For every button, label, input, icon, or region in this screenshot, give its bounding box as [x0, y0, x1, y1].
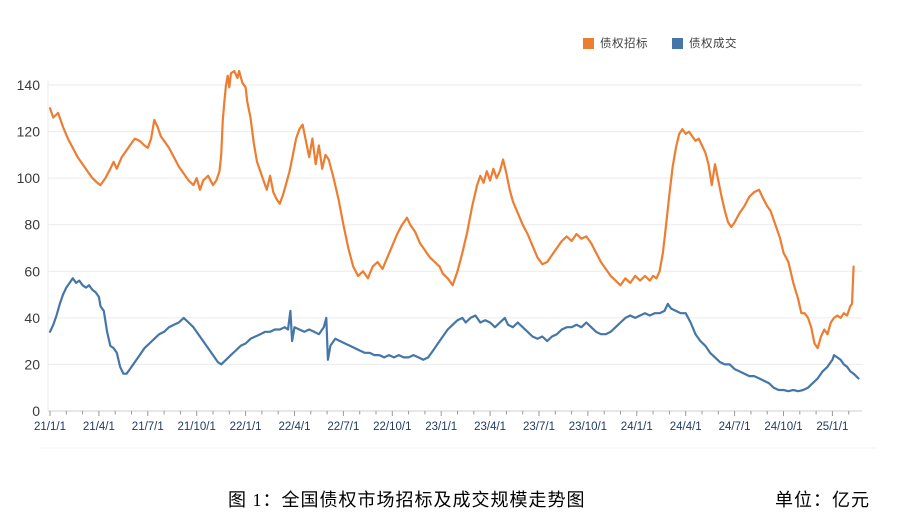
- legend-item-bidding: 债权招标: [583, 35, 648, 51]
- y-axis-label: 120: [17, 124, 41, 140]
- unit-label: 单位：亿元: [775, 490, 870, 510]
- x-axis-label: 23/10/1: [569, 421, 607, 433]
- bidding-swatch-icon: [583, 37, 594, 49]
- x-axis-label: 23/4/1: [474, 421, 506, 433]
- y-axis-label: 40: [24, 310, 40, 326]
- x-axis-label: 24/7/1: [719, 421, 751, 433]
- caption-row: 图 1：全国债权市场招标及成交规模走势图 单位：亿元: [0, 486, 900, 512]
- chart-legend: 债权招标 债权成交: [583, 35, 737, 51]
- legend-item-deal: 债权成交: [672, 35, 737, 51]
- x-axis-label: 22/4/1: [279, 421, 311, 433]
- x-axis-label: 25/1/1: [816, 421, 848, 433]
- bidding-series-line: [48, 69, 855, 350]
- legend-label-deal: 债权成交: [689, 38, 737, 50]
- x-axis-label: 22/10/1: [373, 421, 411, 433]
- x-axis-label: 22/7/1: [327, 421, 359, 433]
- x-axis-label: 21/10/1: [178, 421, 216, 433]
- y-axis-label: 60: [24, 263, 40, 279]
- y-axis-label: 80: [24, 217, 40, 233]
- x-axis-label: 21/4/1: [83, 421, 115, 433]
- y-axis-label: 140: [17, 77, 41, 93]
- y-axis-label: 0: [32, 403, 40, 419]
- line-chart-canvas: 0 20 40 60 80 100 120 140 21/1/1 21/4/1 21/7/1 21/1…: [17, 69, 876, 449]
- deal-swatch-icon: [672, 37, 683, 49]
- x-axis-label: 23/7/1: [523, 421, 555, 433]
- x-axis-label: 22/1/1: [230, 421, 262, 433]
- x-axis-label: 24/1/1: [621, 421, 653, 433]
- y-axis-label: 20: [24, 356, 40, 372]
- y-axis-label: 100: [17, 170, 41, 186]
- x-axis-label: 24/10/1: [764, 421, 802, 433]
- x-axis-label: 24/4/1: [670, 421, 702, 433]
- figure-caption: 图 1：全国债权市场招标及成交规模走势图: [228, 490, 586, 510]
- legend-label-bidding: 债权招标: [600, 38, 648, 50]
- deal-series-line: [48, 277, 860, 393]
- x-axis-label: 21/7/1: [132, 421, 164, 433]
- x-axis-label: 23/1/1: [425, 421, 457, 433]
- x-axis-label: 21/1/1: [34, 421, 66, 433]
